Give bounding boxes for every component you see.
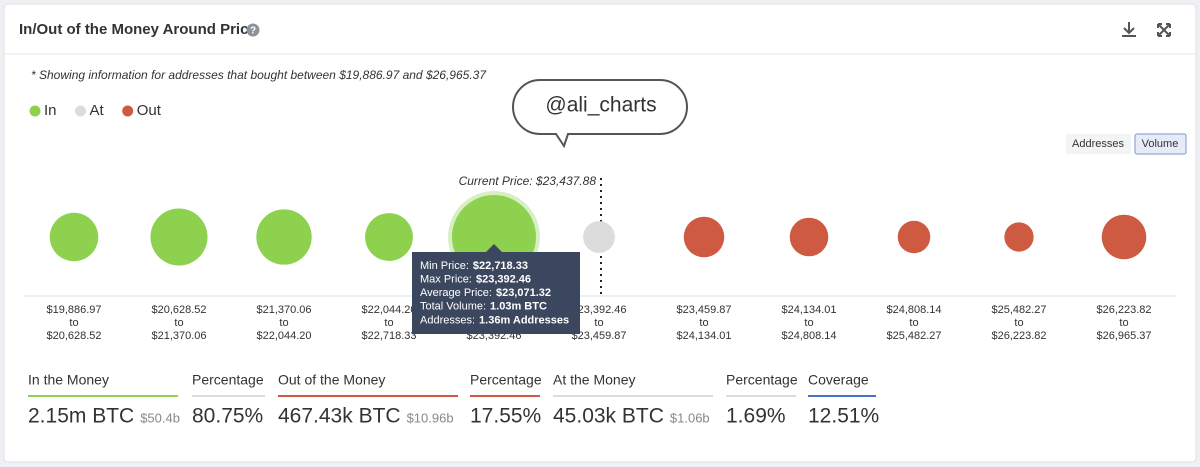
stat-value: 1.69%	[726, 405, 786, 428]
x-label-to: $23,459.87	[571, 330, 626, 342]
x-label-to: $26,223.82	[991, 330, 1046, 342]
x-label-from: $25,482.27	[991, 304, 1046, 316]
x-label-joiner: to	[1014, 317, 1023, 329]
tooltip-value: $23,392.46	[476, 274, 531, 286]
legend-swatch	[75, 105, 87, 117]
x-label-to: $20,628.52	[46, 330, 101, 342]
bubble	[256, 209, 312, 265]
stat-value: 45.03k BTC	[553, 405, 664, 428]
tooltip-label: Min Price:	[420, 260, 469, 272]
legend-swatch	[29, 105, 41, 117]
stat-label: Percentage	[726, 372, 798, 388]
tooltip-value: $22,718.33	[473, 260, 528, 272]
x-label-from: $24,808.14	[886, 304, 941, 316]
x-label-from: $23,392.46	[571, 304, 626, 316]
x-label-to: $24,808.14	[781, 330, 836, 342]
x-label-from: $20,628.52	[151, 304, 206, 316]
stat-label: Percentage	[470, 372, 542, 388]
stat-sub: $1.06b	[670, 410, 710, 425]
x-label-joiner: to	[279, 317, 288, 329]
x-label-from: $26,223.82	[1096, 304, 1151, 316]
x-label-joiner: to	[1119, 317, 1128, 329]
stat-value: 80.75%	[192, 405, 263, 428]
expand-icon[interactable]	[1157, 23, 1171, 37]
tooltip-value: 1.03m BTC	[490, 301, 547, 313]
toggle-label: Volume	[1142, 138, 1179, 150]
x-label-joiner: to	[384, 317, 393, 329]
bubble	[583, 221, 615, 253]
download-icon[interactable]	[1122, 22, 1136, 37]
x-label-to: $25,482.27	[886, 330, 941, 342]
legend-label: Out	[137, 102, 162, 119]
bubble	[365, 213, 413, 261]
title: In/Out of the Money Around Price	[19, 21, 257, 38]
x-label-from: $23,459.87	[676, 304, 731, 316]
legend-label: In	[44, 102, 57, 119]
x-labels: $19,886.97to$20,628.52$20,628.52to$21,37…	[46, 304, 1151, 342]
help-icon-glyph: ?	[250, 26, 256, 37]
tooltip-box	[412, 244, 580, 334]
x-label-joiner: to	[804, 317, 813, 329]
stat-label: In the Money	[28, 372, 109, 388]
x-label-to: $24,134.01	[676, 330, 731, 342]
tooltip-label: Max Price:	[420, 274, 472, 286]
stat-label: At the Money	[553, 372, 636, 388]
tooltip-label: Total Volume:	[420, 301, 486, 313]
x-label-to: $21,370.06	[151, 330, 206, 342]
x-label-to: $26,965.37	[1096, 330, 1151, 342]
tooltip-label: Addresses:	[420, 314, 475, 326]
x-label-joiner: to	[594, 317, 603, 329]
x-label-from: $24,134.01	[781, 304, 836, 316]
stat-value: 17.55%	[470, 405, 541, 428]
bubble	[683, 216, 725, 258]
toggle-button[interactable]	[1066, 134, 1131, 154]
tooltip-label: Average Price:	[420, 287, 492, 299]
x-label-joiner: to	[699, 317, 708, 329]
x-label-joiner: to	[174, 317, 183, 329]
stat-sub: $10.96b	[407, 410, 454, 425]
x-label-joiner: to	[69, 317, 78, 329]
bubble	[789, 217, 829, 257]
stat-label: Coverage	[808, 372, 869, 388]
legend: In At Out	[29, 102, 162, 119]
x-label-from: $19,886.97	[46, 304, 101, 316]
x-label-to: $22,718.33	[361, 330, 416, 342]
stat-value: 12.51%	[808, 405, 879, 428]
stats: In the Money 2.15m BTC $50.4b Percentage 80.…	[28, 372, 879, 428]
stat-value: 2.15m BTC	[28, 405, 134, 428]
x-label-from: $22,044.20	[361, 304, 416, 316]
annotation: @ali_charts	[545, 94, 656, 117]
toggle-label: Addresses	[1072, 138, 1124, 150]
x-label-from: $21,370.06	[256, 304, 311, 316]
current-price-label: Current Price: $23,437.88	[459, 174, 597, 188]
legend-swatch	[122, 105, 134, 117]
bubble	[150, 208, 208, 266]
stat-label: Out of the Money	[278, 372, 385, 388]
help-icon[interactable]	[246, 23, 260, 37]
tooltip-value: $23,071.32	[496, 287, 551, 299]
bubble	[1004, 222, 1034, 252]
tooltip-value: 1.36m Addresses	[479, 314, 569, 326]
subtitle: * Showing information for addresses that…	[31, 68, 487, 82]
stat-label: Percentage	[192, 372, 264, 388]
x-label-to: $22,044.20	[256, 330, 311, 342]
stat-sub: $50.4b	[140, 410, 180, 425]
speech-bubble	[512, 79, 688, 149]
bubble	[1101, 214, 1147, 260]
x-label-joiner: to	[909, 317, 918, 329]
legend-label: At	[90, 102, 105, 119]
toggle-button[interactable]	[1134, 133, 1187, 155]
bubble	[49, 212, 99, 262]
bubble	[897, 220, 931, 254]
stat-value: 467.43k BTC	[278, 405, 401, 428]
